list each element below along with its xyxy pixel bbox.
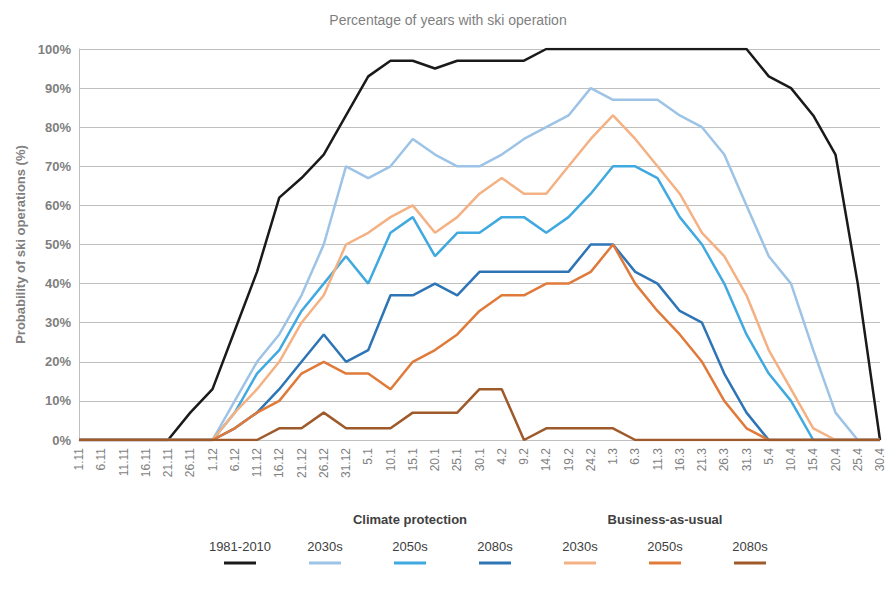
svg-text:21.12: 21.12 (295, 448, 309, 478)
svg-text:2050s: 2050s (392, 539, 428, 554)
svg-text:11.3: 11.3 (651, 448, 665, 471)
svg-text:30.4: 30.4 (873, 448, 887, 472)
svg-text:6.3: 6.3 (628, 448, 642, 465)
svg-text:Climate protection: Climate protection (353, 512, 467, 527)
svg-text:16.3: 16.3 (673, 448, 687, 472)
svg-text:2030s: 2030s (562, 539, 598, 554)
svg-text:1.3: 1.3 (606, 448, 620, 465)
svg-text:26.12: 26.12 (317, 448, 331, 478)
svg-text:20.1: 20.1 (428, 448, 442, 472)
svg-text:9.2: 9.2 (517, 448, 531, 465)
svg-text:26.3: 26.3 (717, 448, 731, 472)
svg-text:31.3: 31.3 (740, 448, 754, 472)
svg-text:11.12: 11.12 (250, 448, 264, 477)
svg-text:20.4: 20.4 (829, 448, 843, 472)
svg-text:2050s: 2050s (647, 539, 683, 554)
svg-text:25.1: 25.1 (450, 448, 464, 472)
svg-text:4.2: 4.2 (495, 448, 509, 465)
svg-text:2080s: 2080s (477, 539, 513, 554)
svg-text:40%: 40% (45, 276, 71, 291)
svg-text:2030s: 2030s (307, 539, 343, 554)
svg-text:Business-as-usual: Business-as-usual (608, 512, 723, 527)
svg-text:20%: 20% (45, 354, 71, 369)
svg-text:90%: 90% (45, 81, 71, 96)
svg-text:21.11: 21.11 (161, 448, 175, 477)
svg-text:31.12: 31.12 (339, 448, 353, 478)
svg-text:0%: 0% (52, 433, 71, 448)
svg-text:26.11: 26.11 (183, 448, 197, 477)
svg-text:1981-2010: 1981-2010 (209, 539, 271, 554)
svg-text:80%: 80% (45, 120, 71, 135)
svg-text:24.2: 24.2 (584, 448, 598, 472)
svg-text:60%: 60% (45, 198, 71, 213)
svg-text:5.4: 5.4 (762, 448, 776, 465)
svg-text:25.4: 25.4 (851, 448, 865, 472)
svg-text:10.4: 10.4 (784, 448, 798, 472)
svg-text:14.2: 14.2 (539, 448, 553, 472)
svg-text:10.1: 10.1 (384, 448, 398, 472)
svg-text:10%: 10% (45, 393, 71, 408)
svg-text:30%: 30% (45, 315, 71, 330)
svg-text:2080s: 2080s (732, 539, 768, 554)
svg-text:21.3: 21.3 (695, 448, 709, 472)
svg-text:15.1: 15.1 (406, 448, 420, 472)
svg-text:1.12: 1.12 (206, 448, 220, 472)
svg-text:1.11: 1.11 (72, 448, 86, 471)
svg-text:11.11: 11.11 (117, 448, 131, 477)
svg-text:16.11: 16.11 (139, 448, 153, 477)
svg-text:16.12: 16.12 (272, 448, 286, 478)
svg-text:Percentage of years with ski o: Percentage of years with ski operation (329, 12, 566, 28)
svg-text:15.4: 15.4 (806, 448, 820, 472)
svg-text:100%: 100% (38, 42, 72, 57)
svg-text:6.12: 6.12 (228, 448, 242, 472)
svg-text:6.11: 6.11 (94, 448, 108, 471)
svg-text:50%: 50% (45, 237, 71, 252)
svg-text:30.1: 30.1 (473, 448, 487, 472)
svg-text:5.1: 5.1 (361, 448, 375, 465)
svg-text:Probability of ski operations: Probability of ski operations (%) (13, 145, 28, 344)
svg-text:70%: 70% (45, 159, 71, 174)
svg-text:19.2: 19.2 (562, 448, 576, 472)
